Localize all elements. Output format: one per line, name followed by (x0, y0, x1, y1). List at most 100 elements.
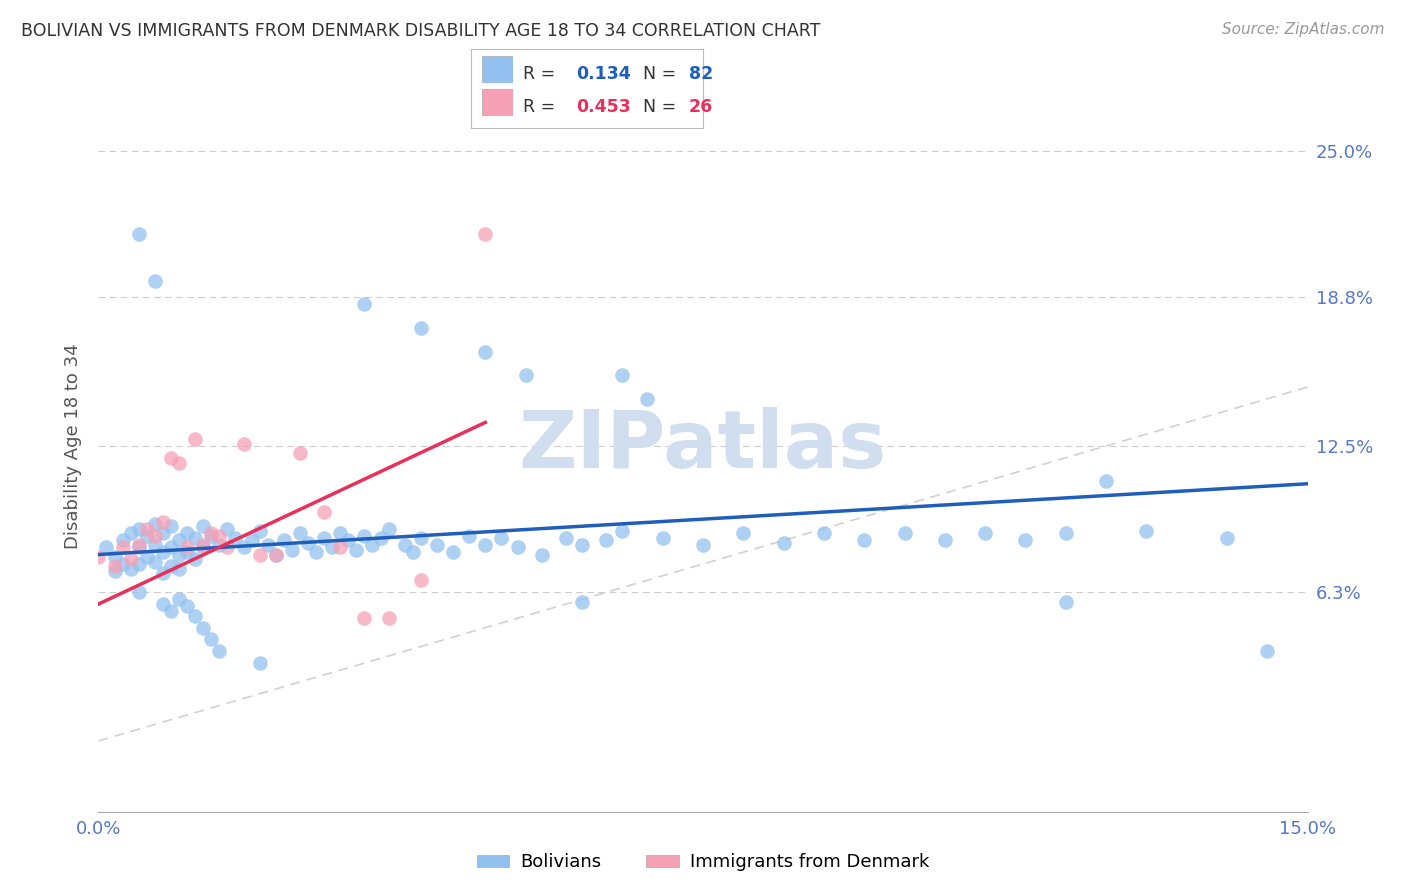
Point (111, 533, 134, 548)
Point (377, 522, 399, 536)
Point (128, 585, 150, 599)
Point (143, 538, 166, 552)
Point (474, 344, 496, 359)
Point (128, 541, 150, 555)
Point (974, 526, 997, 541)
Point (152, 545, 174, 559)
Point (1256, 644, 1278, 658)
Point (184, 608, 207, 623)
Point (595, 533, 617, 548)
Point (249, 524, 271, 538)
Point (441, 545, 464, 559)
Point (167, 548, 190, 562)
Point (893, 526, 915, 541)
Point (394, 538, 416, 552)
Point (353, 529, 375, 543)
Point (143, 529, 166, 543)
Point (474, 538, 496, 552)
Point (571, 595, 593, 609)
Point (167, 456, 190, 470)
Text: 82: 82 (689, 65, 713, 83)
Point (208, 529, 231, 543)
Point (555, 531, 578, 545)
Point (111, 557, 134, 571)
Point (167, 533, 190, 548)
Point (636, 392, 658, 406)
Point (135, 529, 157, 543)
Point (353, 297, 375, 311)
Point (321, 541, 343, 555)
Point (111, 541, 134, 555)
Point (152, 566, 174, 581)
Point (193, 621, 215, 635)
Point (152, 515, 174, 529)
Point (120, 562, 142, 576)
Point (1135, 524, 1157, 538)
Text: 26: 26 (689, 98, 713, 116)
Point (160, 604, 183, 618)
Point (184, 432, 207, 446)
Point (491, 531, 513, 545)
Point (934, 533, 956, 548)
Point (120, 552, 142, 566)
Point (813, 526, 835, 541)
Point (853, 533, 876, 548)
Point (87, 549, 110, 564)
Point (1216, 531, 1239, 545)
Point (167, 592, 190, 607)
Point (224, 531, 246, 545)
Point (176, 545, 198, 559)
Point (240, 533, 263, 548)
Point (249, 656, 271, 670)
Point (344, 542, 367, 557)
Point (361, 538, 384, 552)
Point (152, 597, 174, 611)
Point (103, 564, 125, 578)
Point (264, 548, 287, 562)
Point (370, 531, 392, 545)
Point (353, 611, 375, 625)
Point (515, 368, 537, 383)
Point (733, 526, 755, 541)
Point (232, 541, 254, 555)
Text: N =: N = (643, 98, 682, 116)
Point (612, 524, 634, 538)
Point (1054, 595, 1077, 609)
Legend: Bolivians, Immigrants from Denmark: Bolivians, Immigrants from Denmark (470, 847, 936, 879)
Text: 0.134: 0.134 (576, 65, 631, 83)
Point (273, 533, 295, 548)
Point (651, 531, 673, 545)
Point (128, 557, 150, 571)
Point (772, 535, 794, 549)
Point (329, 541, 352, 555)
Text: R =: R = (523, 65, 561, 83)
Point (167, 562, 190, 576)
Point (530, 548, 553, 562)
Point (571, 538, 593, 552)
Point (288, 446, 311, 460)
Point (264, 548, 287, 562)
Y-axis label: Disability Age 18 to 34: Disability Age 18 to 34 (65, 343, 83, 549)
Point (200, 632, 222, 647)
Point (135, 549, 157, 564)
Point (193, 538, 215, 552)
Point (377, 611, 399, 625)
Point (217, 522, 239, 536)
Point (143, 516, 166, 531)
Point (692, 538, 714, 552)
Point (208, 644, 231, 658)
Point (176, 541, 198, 555)
Point (152, 526, 174, 541)
Point (217, 541, 239, 555)
Point (612, 368, 634, 383)
Point (232, 436, 254, 450)
Text: Source: ZipAtlas.com: Source: ZipAtlas.com (1222, 22, 1385, 37)
Point (160, 541, 183, 555)
Point (128, 227, 150, 241)
Point (337, 533, 360, 548)
Point (176, 526, 198, 541)
Point (200, 529, 222, 543)
Point (474, 227, 496, 241)
Text: BOLIVIAN VS IMMIGRANTS FROM DENMARK DISABILITY AGE 18 TO 34 CORRELATION CHART: BOLIVIAN VS IMMIGRANTS FROM DENMARK DISA… (21, 22, 821, 40)
Point (208, 538, 231, 552)
